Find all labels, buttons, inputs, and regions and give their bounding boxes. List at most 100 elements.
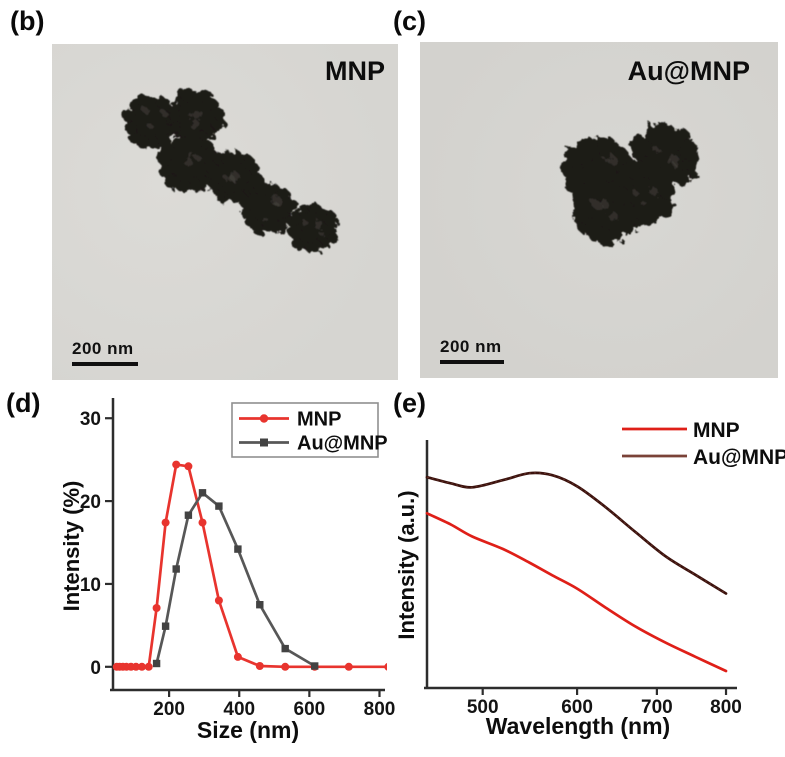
particle-bump [124,121,137,134]
particle-speck [640,199,646,206]
particle-speck [654,147,661,155]
particle-bump [254,181,270,196]
particle-speck [193,110,204,121]
particle-speck [669,161,675,167]
particle-speck [271,195,282,206]
particle-bump [656,179,675,198]
x-tick-label: 400 [223,699,255,720]
particle-bump [241,208,253,220]
series-line-mnp [115,463,387,669]
tem-particles-mnp [121,87,339,253]
particle-bump [617,203,637,222]
legend-marker-square [260,438,268,447]
x-tick-label: 600 [294,699,326,720]
nanoparticle [572,179,638,246]
particle-speck [633,190,639,197]
legend-label: MNP [297,409,341,431]
particle-bump [572,198,593,219]
x-tick-label: 800 [710,697,742,718]
dls-chart: Size (nm) Intensity (%) 200 400 600 800 0 10 2… [59,398,396,743]
tem-micrograph-aumnp: Au@MNP 200 nm [420,42,778,378]
marker-square [311,662,319,670]
marker-circle [384,663,387,671]
particle-speck [161,110,168,117]
particle-bump [213,108,226,120]
particle-speck [599,198,609,208]
marker-square [172,565,180,573]
marker-circle [144,662,153,671]
particle-bump [209,179,221,191]
particle-speck [301,220,308,227]
particle-bump [137,94,152,108]
series-line-aumnp [425,471,728,595]
nanoparticle [611,158,675,226]
marker-square [215,502,223,510]
particle-bump [291,213,302,224]
particle-bump [165,174,182,191]
particle-speck [195,156,202,162]
particle-speck [189,119,199,129]
particle-bump [179,87,194,102]
nanoparticle [286,202,339,253]
sample-tag-mnp: MNP [325,56,385,86]
series-line-overlay [426,472,727,594]
particle-bump [239,195,254,209]
particle-bump [167,107,181,121]
particle-bump [308,202,320,214]
particle-bump [171,136,185,149]
marker-circle [132,662,140,671]
scalebar-b-bar [72,362,138,366]
nanoparticle [239,180,299,236]
panel-label-e: (e) [393,388,426,418]
particle-speck [603,156,609,162]
particle-bump [270,220,285,235]
marker-square [152,659,161,668]
marker-circle [172,460,181,469]
scalebar-c-bar [440,360,504,364]
x-tick-label: 700 [641,697,673,718]
marker-square [198,489,207,497]
particle-bump [211,116,226,131]
particle-bump [613,187,632,207]
series-line-mnp [425,511,728,673]
particle-speck [606,154,617,165]
x-tick-label: 800 [364,699,396,720]
particle-bump [679,140,698,159]
nanoparticle [204,150,264,204]
particle-bump [207,99,219,111]
particle-bump [267,182,279,194]
tem-micrograph-mnp: MNP 200 nm [52,44,398,380]
y-tick-label: 10 [80,575,101,596]
particle-bump [327,232,339,243]
particle-bump [654,122,675,142]
sample-tag-aumnp: Au@MNP [627,56,750,86]
particle-bump [159,99,172,112]
marker-circle [137,662,146,671]
particle-speck [183,157,193,166]
particle-bump [121,108,136,122]
particle-bump [246,217,259,229]
y-tick-label: 30 [80,409,101,430]
particle-speck [318,230,324,236]
particle-speck [262,216,268,223]
marker-circle [198,518,207,527]
particle-bump [230,150,242,162]
marker-square [161,622,170,630]
marker-circle [152,604,161,612]
particle-bump [204,160,219,174]
scalebar-b-label: 200 nm [72,339,134,358]
x-tick-label: 200 [153,699,185,720]
legend-label: Au@MNP [693,446,785,469]
x-tick-label: 600 [561,697,593,718]
particle-speck [142,106,149,114]
particle-bump [283,198,299,214]
scalebar-c-label: 200 nm [440,337,502,356]
particle-speck [228,175,235,182]
particle-bump [287,224,301,238]
particle-speck [188,152,194,159]
uvvis-y-axis-label: Intensity (a.u.) [394,490,419,639]
particle-bump [304,241,316,253]
tem-particles-aumnp [560,122,700,246]
particle-speck [313,219,323,229]
scalebar-b: 200 nm [72,339,138,366]
